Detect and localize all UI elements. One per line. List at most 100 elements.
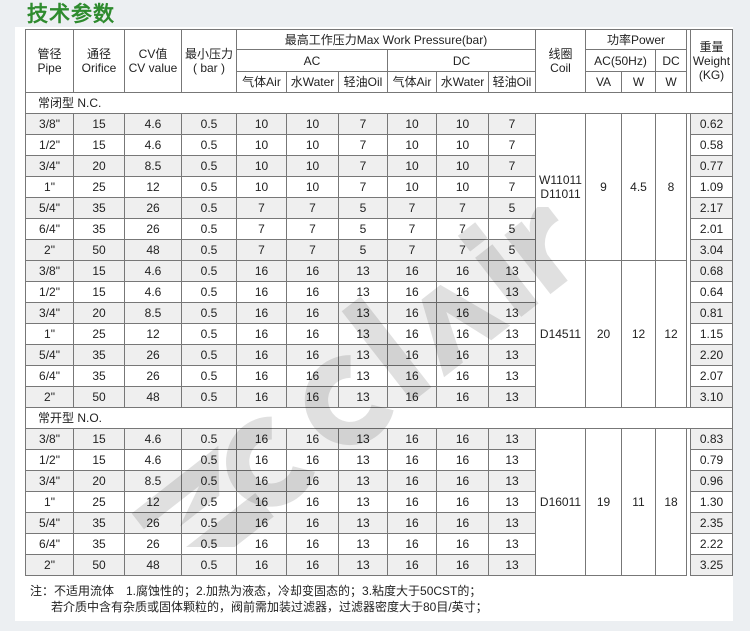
cell: 16 bbox=[436, 449, 489, 471]
cell: 8.5 bbox=[124, 302, 182, 324]
cell: 7 bbox=[387, 239, 437, 261]
cell: 3/8" bbox=[25, 113, 74, 135]
cell: 16 bbox=[286, 491, 339, 513]
cell: 7 bbox=[286, 239, 339, 261]
cell: 0.5 bbox=[181, 302, 237, 324]
table-row: 6/4" 35 26 0.5 16 16 13 16 16 13 2.22 bbox=[25, 533, 733, 555]
cell: 48 bbox=[124, 239, 182, 261]
cell: 2" bbox=[25, 554, 74, 576]
cell: 13 bbox=[338, 260, 388, 282]
weight-cell: 0.68 bbox=[690, 260, 733, 282]
cell: 7 bbox=[436, 197, 489, 219]
cell: 0.5 bbox=[181, 323, 237, 345]
cell: 48 bbox=[124, 554, 182, 576]
cell: 16 bbox=[236, 260, 287, 282]
cell: 35 bbox=[73, 365, 125, 387]
header-media: 轻油Oil bbox=[488, 71, 536, 93]
cell: 3/8" bbox=[25, 260, 74, 282]
header-dc: DC bbox=[387, 49, 536, 72]
cell: 7 bbox=[387, 218, 437, 240]
table-row: 3/4" 20 8.5 0.5 10 10 7 10 10 7 0.77 bbox=[25, 155, 733, 177]
cell: 4.6 bbox=[124, 113, 182, 135]
cell: 5 bbox=[338, 197, 388, 219]
cell: 0.5 bbox=[181, 281, 237, 303]
cell: 16 bbox=[286, 302, 339, 324]
cell: 10 bbox=[236, 176, 287, 198]
cell: 16 bbox=[286, 281, 339, 303]
weight-cell: 3.10 bbox=[690, 386, 733, 408]
cell: 7 bbox=[236, 197, 287, 219]
header-media: 气体Air bbox=[387, 71, 437, 93]
cell: 10 bbox=[286, 134, 339, 156]
cell: 16 bbox=[236, 428, 287, 450]
weight-cell: 3.25 bbox=[690, 554, 733, 576]
cell: 16 bbox=[286, 533, 339, 555]
cell: 13 bbox=[488, 428, 536, 450]
cell: 10 bbox=[436, 134, 489, 156]
cell: 13 bbox=[488, 470, 536, 492]
cell: 20 bbox=[73, 470, 125, 492]
table-row: 2" 50 48 0.5 16 16 13 16 16 13 3.10 bbox=[25, 386, 733, 408]
cell: 8.5 bbox=[124, 470, 182, 492]
cell: 16 bbox=[236, 449, 287, 471]
weight-cell: 0.77 bbox=[690, 155, 733, 177]
cell: 1" bbox=[25, 491, 74, 513]
cell: 13 bbox=[338, 281, 388, 303]
cell: 16 bbox=[286, 260, 339, 282]
header-w: W bbox=[621, 71, 656, 93]
cell: 35 bbox=[73, 218, 125, 240]
cell: 3/4" bbox=[25, 155, 74, 177]
cell: 13 bbox=[488, 449, 536, 471]
cell: 13 bbox=[338, 365, 388, 387]
cell: 20 bbox=[73, 155, 125, 177]
cell: 0.5 bbox=[181, 554, 237, 576]
cell: 35 bbox=[73, 533, 125, 555]
cell: 15 bbox=[73, 113, 125, 135]
cell: 0.5 bbox=[181, 491, 237, 513]
cell: 16 bbox=[286, 449, 339, 471]
header-media: 气体Air bbox=[236, 71, 287, 93]
cell: 13 bbox=[338, 428, 388, 450]
table-row: 5/4" 35 26 0.5 16 16 13 16 16 13 2.35 bbox=[25, 512, 733, 534]
cell: 16 bbox=[286, 470, 339, 492]
cell: 25 bbox=[73, 323, 125, 345]
cell: 16 bbox=[436, 386, 489, 408]
cell: 16 bbox=[236, 512, 287, 534]
cell: 10 bbox=[436, 155, 489, 177]
table-row: 2" 50 48 0.5 7 7 5 7 7 5 3.04 bbox=[25, 239, 733, 261]
cell: 16 bbox=[236, 365, 287, 387]
cell: 0.5 bbox=[181, 260, 237, 282]
cell: 7 bbox=[286, 218, 339, 240]
table-row: 3/8" 15 4.6 0.5 16 16 13 16 16 13 D14511 20 12 12 0.68 bbox=[25, 260, 733, 408]
cell: 48 bbox=[124, 386, 182, 408]
cell: 0.5 bbox=[181, 344, 237, 366]
cell: 16 bbox=[286, 365, 339, 387]
cell: 16 bbox=[436, 512, 489, 534]
cell: 13 bbox=[338, 386, 388, 408]
cell: 13 bbox=[488, 533, 536, 555]
table-row: 1" 25 12 0.5 16 16 13 16 16 13 1.15 bbox=[25, 323, 733, 345]
weight-cell: 2.01 bbox=[690, 218, 733, 240]
cell: 8.5 bbox=[124, 155, 182, 177]
cell: 4.6 bbox=[124, 449, 182, 471]
cell: 6/4" bbox=[25, 365, 74, 387]
weight-cell: 0.96 bbox=[690, 470, 733, 492]
note-line: 注：不适用流体 1.腐蚀性的；2.加热为液态，冷却变固态的；3.粘度大于50CS… bbox=[30, 584, 482, 598]
w-ac-cell: 4.5 bbox=[621, 113, 656, 261]
cell: 13 bbox=[488, 365, 536, 387]
cell: 1/2" bbox=[25, 281, 74, 303]
cell: 16 bbox=[436, 281, 489, 303]
cell: 2" bbox=[25, 386, 74, 408]
cell: 16 bbox=[387, 554, 437, 576]
weight-cell: 0.62 bbox=[690, 113, 733, 135]
cell: 13 bbox=[338, 554, 388, 576]
cell: 7 bbox=[488, 134, 536, 156]
cell: 16 bbox=[387, 281, 437, 303]
cell: 13 bbox=[488, 344, 536, 366]
cell: 3/4" bbox=[25, 470, 74, 492]
cell: 0.5 bbox=[181, 470, 237, 492]
cell: 16 bbox=[286, 554, 339, 576]
spec-table: 管径 Pipe 通径 Orifice CV值 CV value 最小压力( bar )… bbox=[25, 29, 733, 576]
cell: 5 bbox=[488, 218, 536, 240]
cell: 0.5 bbox=[181, 155, 237, 177]
